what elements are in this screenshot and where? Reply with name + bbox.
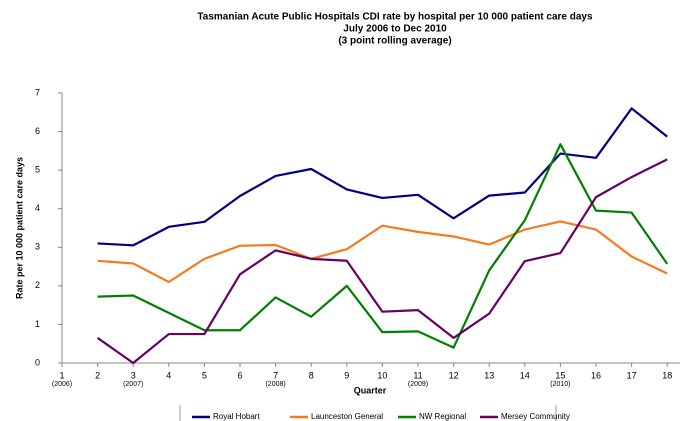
y-tick-label: 3 <box>35 242 40 252</box>
x-tick-label: 15 <box>555 370 565 380</box>
y-tick-label: 4 <box>35 203 40 213</box>
x-tick-label: 7 <box>273 370 278 380</box>
chart-title: Tasmanian Acute Public Hospitals CDI rat… <box>197 12 593 23</box>
x-tick-label: 2 <box>95 370 100 380</box>
x-tick-label: 5 <box>202 370 207 380</box>
x-tick-label: 1 <box>59 370 64 380</box>
y-tick-label: 1 <box>35 319 40 329</box>
x-tick-label: 17 <box>627 370 637 380</box>
x-tick-sublabel: (2010) <box>550 381 570 388</box>
x-tick-sublabel: (2007) <box>123 381 143 388</box>
x-tick-label: 4 <box>166 370 171 380</box>
x-tick-label: 11 <box>413 370 422 380</box>
x-tick-label: 18 <box>662 370 672 380</box>
x-tick-sublabel: (2006) <box>52 381 72 388</box>
y-tick-label: 2 <box>35 280 40 290</box>
y-tick-label: 0 <box>35 357 40 367</box>
x-tick-sublabel: (2008) <box>265 381 285 388</box>
x-axis-label: Quarter <box>354 385 387 395</box>
chart-subtitle: (3 point rolling average) <box>338 36 451 47</box>
legend-label: Royal Hobart <box>213 412 260 421</box>
x-tick-label: 12 <box>449 370 459 380</box>
series-line <box>97 220 668 284</box>
x-tick-label: 16 <box>591 370 601 380</box>
y-tick-label: 5 <box>35 165 40 175</box>
series-line <box>97 143 669 349</box>
series-line <box>96 158 668 365</box>
legend-label: Mersey Community <box>501 412 570 421</box>
x-tick-label: 9 <box>344 370 349 380</box>
y-tick-label: 7 <box>35 87 40 97</box>
x-tick-label: 6 <box>237 370 242 380</box>
series-line <box>97 107 668 247</box>
x-tick-label: 14 <box>520 370 530 380</box>
y-axis-label: Rate per 10 000 patient care days <box>14 157 24 299</box>
x-tick-label: 10 <box>377 370 387 380</box>
x-tick-label: 8 <box>309 370 314 380</box>
x-tick-label: 3 <box>131 370 136 380</box>
y-tick-label: 6 <box>35 126 40 136</box>
x-tick-label: 13 <box>484 370 494 380</box>
legend-label: Launceston General <box>311 412 383 421</box>
legend-label: NW Regional <box>419 412 466 421</box>
x-tick-sublabel: (2009) <box>408 381 428 388</box>
chart-subtitle: July 2006 to Dec 2010 <box>343 24 447 35</box>
